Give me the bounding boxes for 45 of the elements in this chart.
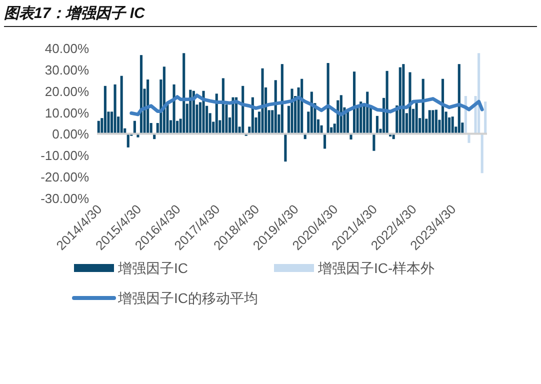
bar [480,134,484,174]
bar [104,86,106,134]
y-tick-label: 30.00% [44,62,90,78]
bar [350,134,352,140]
y-tick-label: -30.00% [40,191,90,206]
title: 图表17：增强因子 IC [4,2,537,27]
y-tick-label: 20.00% [44,84,90,99]
bar [182,53,186,134]
bar [451,116,454,134]
bar [458,64,460,134]
bar [172,84,176,134]
bar [468,134,470,143]
legend-label: 增强因子IC-样本外 [317,260,435,276]
bar [126,134,130,148]
bar [432,110,434,134]
legend-label: 增强因子IC的移动平均 [117,290,258,306]
bar [376,116,378,134]
bar [386,70,388,134]
bar [114,84,116,134]
bar [372,134,376,151]
bar [120,76,123,134]
bar [261,68,264,134]
bar [140,55,143,134]
y-tick-label: 40.00% [44,41,90,56]
y-tick-label: 0.00% [52,126,90,142]
bar [434,110,438,134]
bar [408,72,412,134]
bar [202,90,205,134]
y-tick-label: 10.00% [44,105,90,120]
bar [232,97,234,134]
bar [323,134,326,149]
bar [402,64,405,134]
bar [415,103,418,134]
legend-label: 增强因子IC [117,260,188,276]
bar [290,88,294,134]
bar [284,134,287,162]
bar [428,110,431,134]
bar [280,64,284,134]
y-tick-label: -10.00% [40,148,90,164]
bar [326,63,330,134]
y-tick-label: -20.00% [40,170,90,185]
bar [352,72,356,134]
bar [222,78,224,134]
bar [484,102,487,134]
bar [398,67,402,134]
